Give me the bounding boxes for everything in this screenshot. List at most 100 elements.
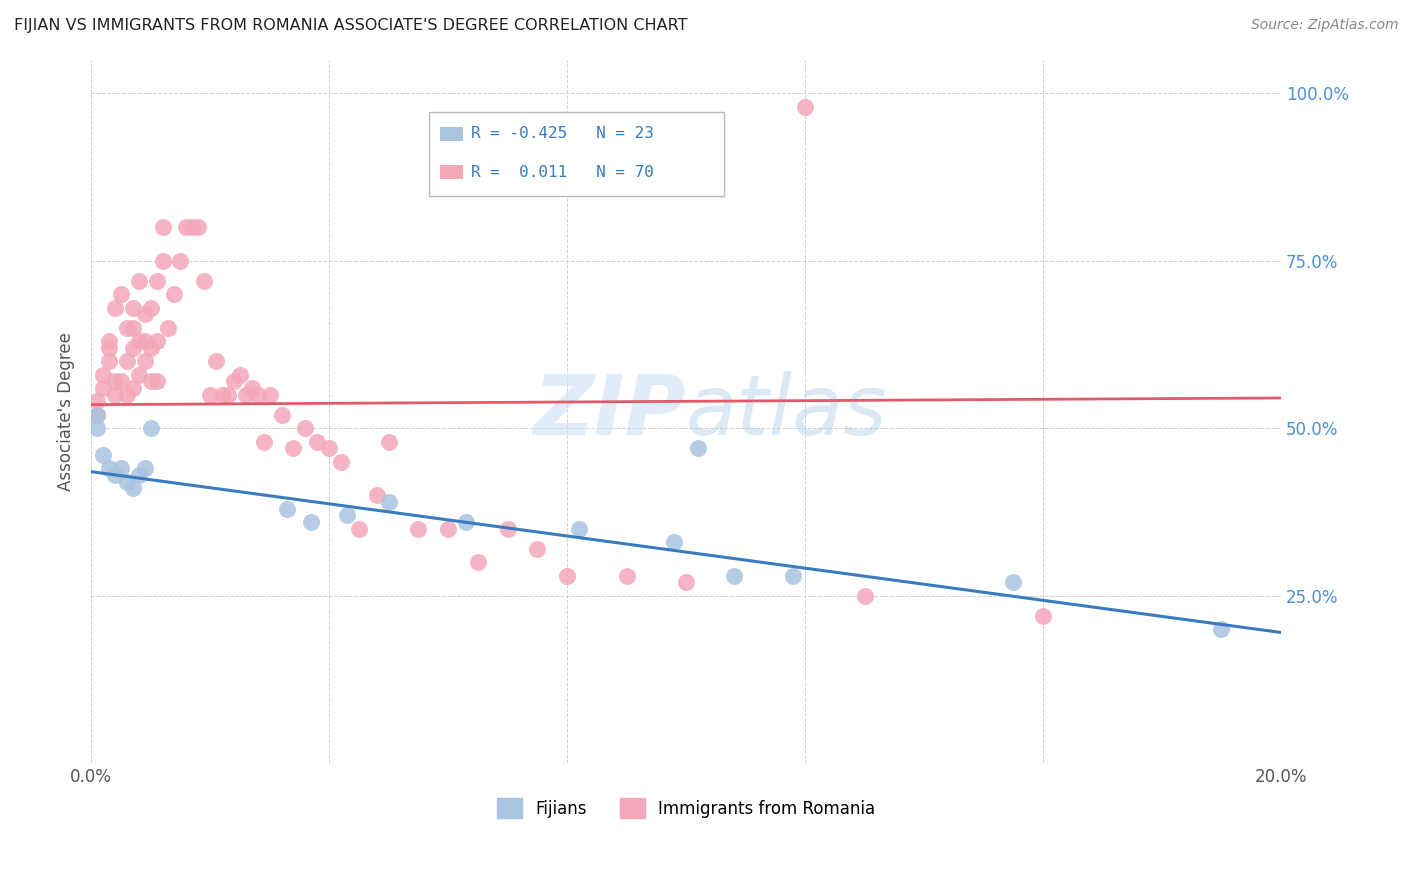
Point (276, 501, 298, 516)
Point (169, 253, 191, 268)
Point (294, 421, 316, 435)
Point (555, 568, 578, 582)
Point (86, 408, 108, 422)
Point (1002, 575, 1025, 590)
Text: R = -0.425   N = 23: R = -0.425 N = 23 (471, 127, 654, 141)
Point (104, 468, 127, 483)
Point (193, 274, 215, 288)
Point (115, 475, 138, 489)
Point (121, 320, 143, 334)
Point (98, 341, 121, 355)
Point (198, 387, 221, 401)
Point (110, 461, 132, 475)
Point (145, 274, 167, 288)
Point (299, 515, 322, 529)
Point (235, 387, 257, 401)
Point (121, 381, 143, 395)
Point (86, 408, 108, 422)
Point (1211, 622, 1233, 636)
Point (283, 441, 305, 455)
Point (1032, 608, 1054, 623)
Point (336, 508, 359, 523)
Point (110, 287, 132, 301)
Point (181, 220, 204, 235)
Point (211, 387, 233, 401)
Legend: Fijians, Immigrants from Romania: Fijians, Immigrants from Romania (491, 791, 882, 825)
Point (128, 468, 150, 483)
Point (246, 387, 269, 401)
Point (152, 253, 174, 268)
Point (240, 381, 263, 395)
Text: Source: ZipAtlas.com: Source: ZipAtlas.com (1251, 18, 1399, 32)
Point (526, 541, 548, 556)
Point (145, 334, 167, 348)
Point (104, 301, 127, 315)
Point (139, 301, 162, 315)
Point (205, 354, 228, 368)
Point (437, 522, 460, 536)
Point (408, 522, 430, 536)
Point (98, 354, 121, 368)
Point (259, 387, 281, 401)
Point (222, 374, 245, 388)
Point (347, 522, 370, 536)
Text: atlas: atlas (686, 371, 887, 452)
Point (330, 455, 353, 469)
Point (121, 482, 143, 496)
Point (157, 320, 180, 334)
Point (121, 301, 143, 315)
Point (115, 387, 138, 401)
Point (318, 441, 340, 455)
Point (134, 461, 156, 475)
Point (86, 421, 108, 435)
Text: R =  0.011   N = 70: R = 0.011 N = 70 (471, 165, 654, 179)
Point (496, 522, 519, 536)
Point (128, 334, 150, 348)
Point (139, 374, 162, 388)
Point (145, 374, 167, 388)
Point (98, 334, 121, 348)
Point (794, 99, 817, 113)
Text: ZIP: ZIP (533, 371, 686, 452)
Text: FIJIAN VS IMMIGRANTS FROM ROMANIA ASSOCIATE'S DEGREE CORRELATION CHART: FIJIAN VS IMMIGRANTS FROM ROMANIA ASSOCI… (14, 18, 688, 33)
Point (98, 461, 121, 475)
Point (110, 374, 132, 388)
Point (152, 220, 174, 235)
Point (454, 515, 477, 529)
Point (104, 374, 127, 388)
Point (675, 575, 697, 590)
Point (229, 368, 252, 382)
Point (121, 341, 143, 355)
Point (128, 368, 150, 382)
Point (686, 441, 709, 455)
Point (128, 274, 150, 288)
Point (270, 408, 292, 422)
Point (139, 421, 162, 435)
Point (176, 220, 198, 235)
Point (187, 220, 209, 235)
Point (115, 320, 138, 334)
Point (253, 434, 276, 449)
Y-axis label: Associate's Degree: Associate's Degree (58, 332, 75, 491)
Point (134, 354, 156, 368)
Point (377, 495, 399, 509)
Point (91, 381, 114, 395)
Point (115, 354, 138, 368)
Point (723, 568, 745, 582)
Point (377, 434, 399, 449)
Point (616, 568, 638, 582)
Point (366, 488, 388, 502)
Point (134, 307, 156, 321)
Point (163, 287, 186, 301)
Point (91, 368, 114, 382)
Point (568, 522, 591, 536)
Point (662, 535, 685, 549)
Point (307, 434, 329, 449)
Point (86, 394, 108, 409)
Point (782, 568, 804, 582)
Point (134, 334, 156, 348)
Point (467, 555, 489, 569)
Point (217, 387, 239, 401)
Point (91, 448, 114, 462)
Point (104, 387, 127, 401)
